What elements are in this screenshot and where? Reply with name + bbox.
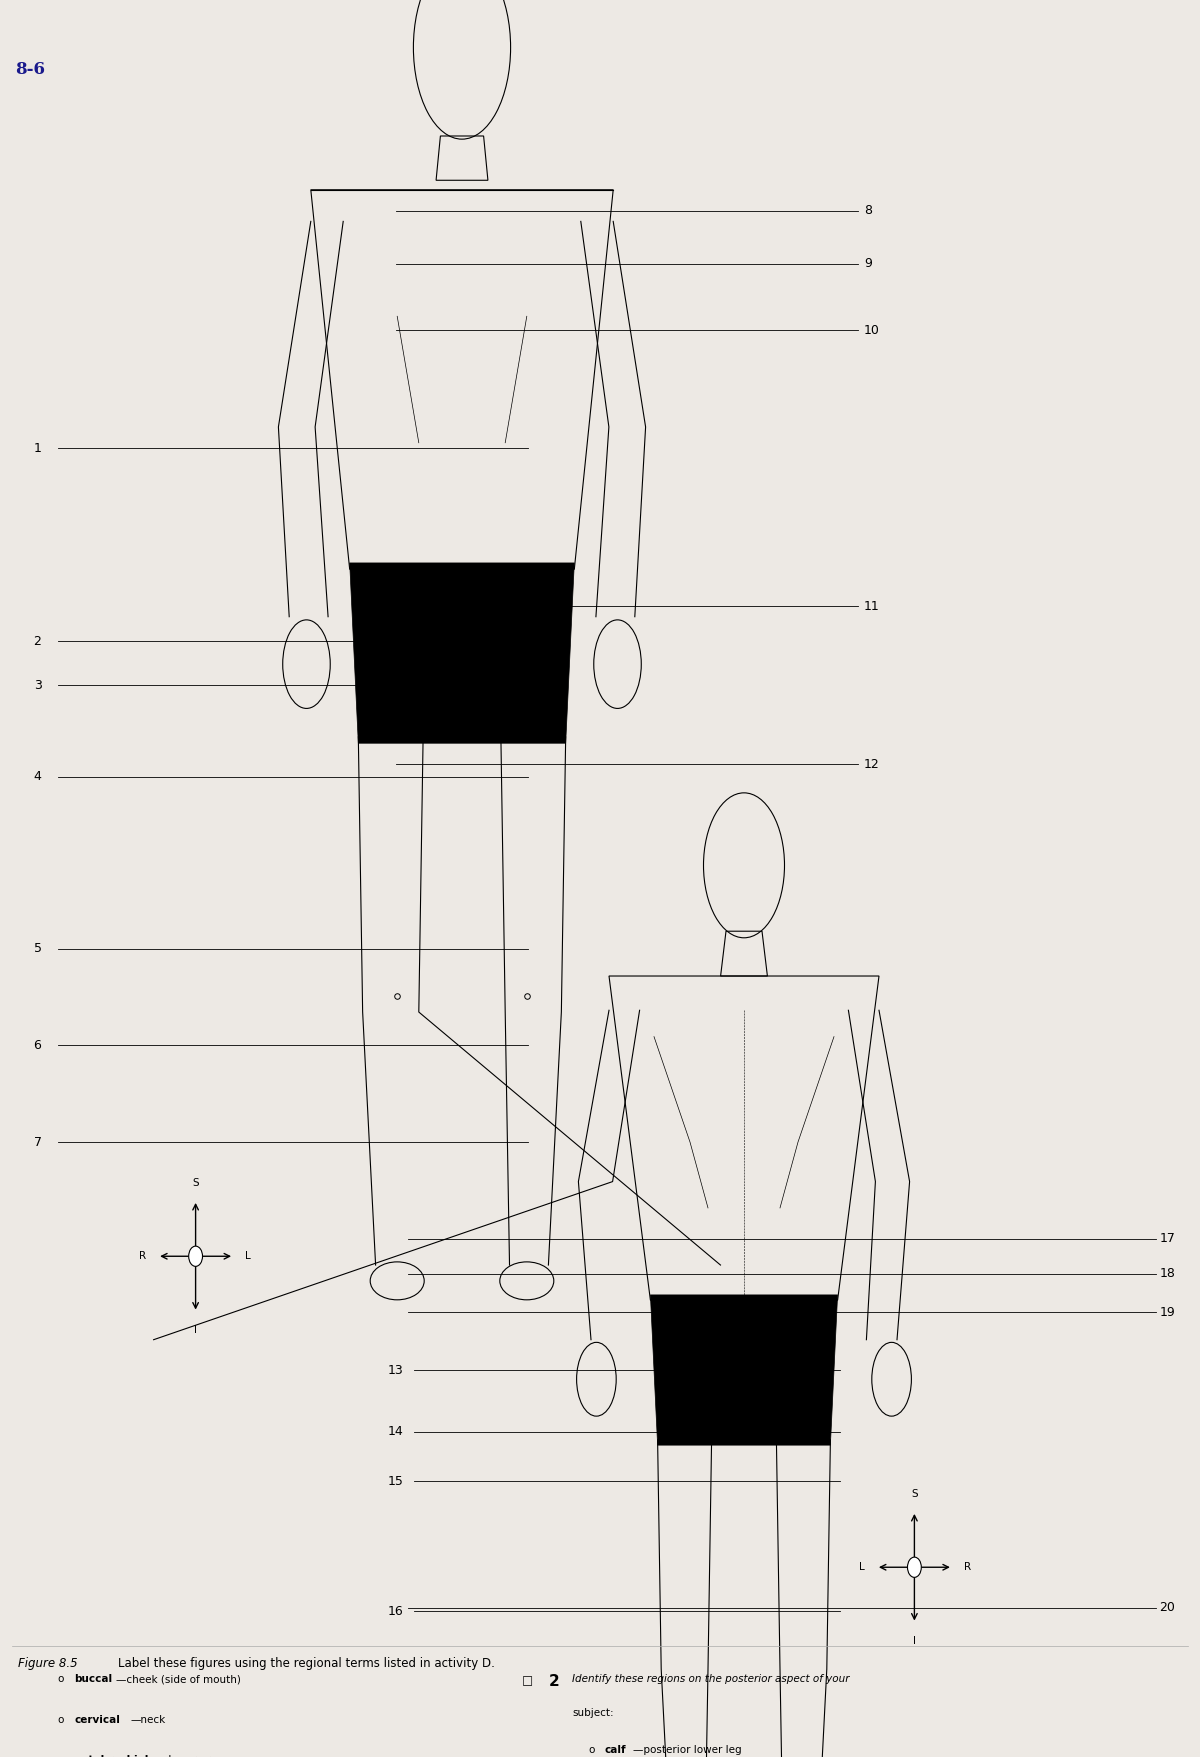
Text: 3: 3 xyxy=(34,678,42,692)
Text: 16: 16 xyxy=(388,1604,403,1618)
Text: Figure 8.5: Figure 8.5 xyxy=(18,1657,78,1669)
Text: —neck: —neck xyxy=(130,1715,166,1725)
Text: calf: calf xyxy=(605,1745,626,1755)
Text: 13: 13 xyxy=(388,1363,403,1377)
Text: Identify these regions on the posterior aspect of your: Identify these regions on the posterior … xyxy=(572,1674,850,1685)
Text: S: S xyxy=(192,1177,199,1188)
Text: 8: 8 xyxy=(864,204,872,218)
Text: 15: 15 xyxy=(388,1474,403,1488)
Text: R: R xyxy=(139,1251,146,1262)
Text: S: S xyxy=(911,1488,918,1499)
Text: □: □ xyxy=(522,1674,533,1687)
Text: 18: 18 xyxy=(1159,1267,1175,1281)
Text: 10: 10 xyxy=(864,323,880,337)
Text: o: o xyxy=(588,1745,594,1755)
Text: 20: 20 xyxy=(1159,1601,1175,1615)
Text: L: L xyxy=(245,1251,251,1262)
Text: Label these figures using the regional terms listed in activity D.: Label these figures using the regional t… xyxy=(118,1657,494,1669)
Text: 17: 17 xyxy=(1159,1232,1175,1246)
Polygon shape xyxy=(650,1295,838,1444)
Text: I: I xyxy=(913,1636,916,1646)
Text: buccal: buccal xyxy=(74,1674,113,1685)
Text: o: o xyxy=(58,1715,64,1725)
Text: 2: 2 xyxy=(34,634,42,648)
Text: 14: 14 xyxy=(388,1425,403,1439)
Text: 6: 6 xyxy=(34,1038,42,1052)
Text: o: o xyxy=(58,1674,64,1685)
Text: R: R xyxy=(964,1562,971,1573)
Text: 9: 9 xyxy=(864,257,872,271)
Text: —cheek (side of mouth): —cheek (side of mouth) xyxy=(116,1674,241,1685)
Text: 4: 4 xyxy=(34,770,42,784)
Text: 12: 12 xyxy=(864,757,880,771)
Text: —posterior lower leg: —posterior lower leg xyxy=(632,1745,742,1755)
Text: 2: 2 xyxy=(548,1674,559,1690)
Text: 19: 19 xyxy=(1159,1305,1175,1320)
Text: antebrachial: antebrachial xyxy=(74,1755,149,1757)
Text: 1: 1 xyxy=(34,441,42,455)
Text: 11: 11 xyxy=(864,599,880,613)
Text: cervical: cervical xyxy=(74,1715,120,1725)
Text: I: I xyxy=(194,1325,197,1335)
Text: subject:: subject: xyxy=(572,1708,614,1718)
Circle shape xyxy=(188,1246,203,1267)
Text: 5: 5 xyxy=(34,942,42,956)
Text: 7: 7 xyxy=(34,1135,42,1149)
Polygon shape xyxy=(349,562,575,743)
Circle shape xyxy=(907,1557,922,1578)
Text: —lower arm: —lower arm xyxy=(158,1755,221,1757)
Text: 8-6: 8-6 xyxy=(16,61,46,79)
Text: L: L xyxy=(859,1562,865,1573)
Text: o: o xyxy=(58,1755,64,1757)
